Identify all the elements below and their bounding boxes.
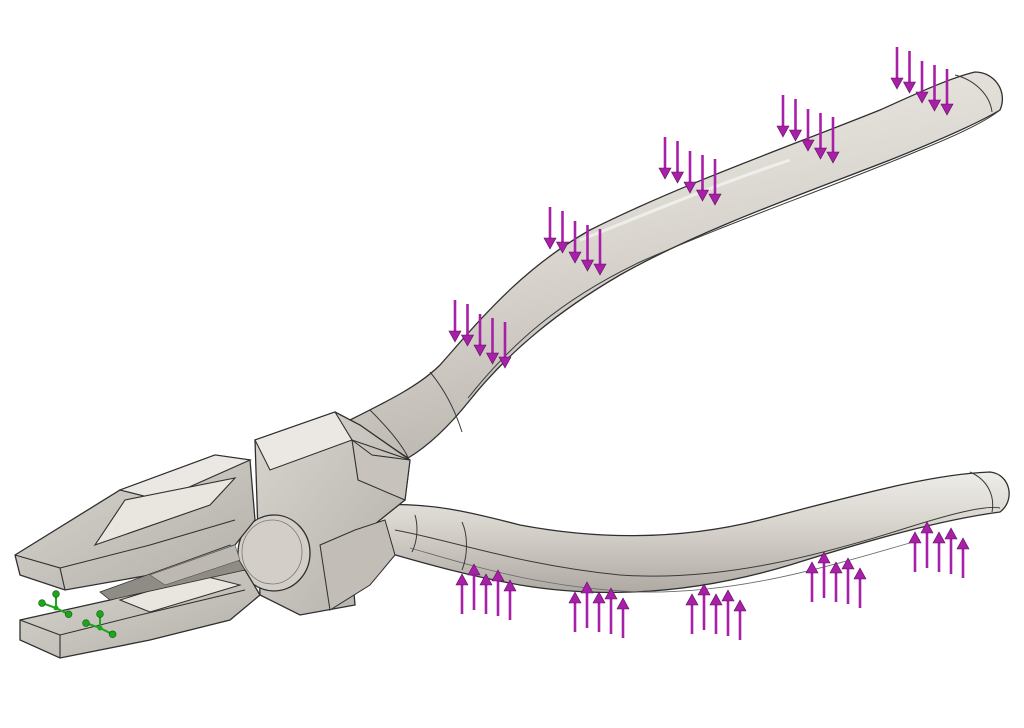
upper-handle [348, 71, 1003, 463]
pliers-head [14, 411, 411, 659]
load-arrow-up [829, 561, 843, 602]
load-arrow-down [498, 322, 512, 369]
load-arrow-up [685, 593, 699, 634]
load-arrow-down [927, 65, 942, 112]
load-arrow-up [592, 591, 606, 632]
fixture-group [38, 590, 117, 638]
load-arrow-down [485, 318, 500, 365]
fixed-geometry-icon [82, 610, 117, 638]
load-arrow-up [503, 579, 517, 620]
load-arrow-up [455, 573, 469, 614]
load-arrow-down [658, 137, 672, 180]
load-arrow-up [568, 591, 582, 632]
load-arrow-down [695, 155, 710, 202]
load-arrow-up [944, 527, 958, 574]
load-arrow-up [853, 567, 867, 608]
load-arrow-down [555, 211, 570, 254]
load-arrow-down [670, 141, 685, 184]
upper-handle-load-arrows [448, 47, 954, 369]
load-arrow-down [580, 225, 595, 272]
load-arrow-down [940, 69, 954, 116]
load-arrow-down [568, 221, 582, 264]
load-arrow-up [491, 569, 505, 616]
load-arrow-down [460, 304, 475, 347]
load-arrow-up [467, 563, 481, 610]
load-arrow-up [817, 551, 831, 598]
load-arrow-up [580, 581, 594, 628]
load-arrow-down [683, 151, 697, 194]
load-arrow-down [813, 113, 828, 160]
load-arrow-up [697, 583, 711, 630]
load-arrow-down [902, 51, 917, 94]
load-arrow-down [776, 95, 790, 138]
load-arrow-up [616, 597, 630, 638]
load-arrow-down [448, 300, 462, 343]
load-arrow-up [604, 587, 618, 634]
load-arrow-up [733, 599, 747, 640]
load-arrow-down [788, 99, 803, 142]
load-arrow-down [543, 207, 557, 250]
load-arrow-up [721, 589, 735, 636]
load-arrow-up [479, 573, 493, 614]
fixed-geometry-icon [38, 590, 73, 618]
lower-handle [374, 471, 1010, 594]
lower-handle-load-arrows [455, 521, 970, 640]
load-arrow-up [841, 557, 855, 604]
load-arrow-up [956, 537, 970, 578]
load-arrow-down [915, 61, 929, 104]
load-arrow-up [920, 521, 934, 568]
load-arrow-down [801, 109, 815, 152]
load-arrow-down [826, 117, 840, 164]
load-arrow-down [890, 47, 904, 90]
load-arrow-up [805, 561, 819, 602]
load-arrow-up [932, 531, 946, 572]
load-arrow-up [908, 531, 922, 572]
load-arrow-down [473, 314, 487, 357]
load-arrow-down [708, 159, 722, 206]
load-arrow-up [709, 593, 723, 634]
load-arrow-down [593, 229, 607, 276]
